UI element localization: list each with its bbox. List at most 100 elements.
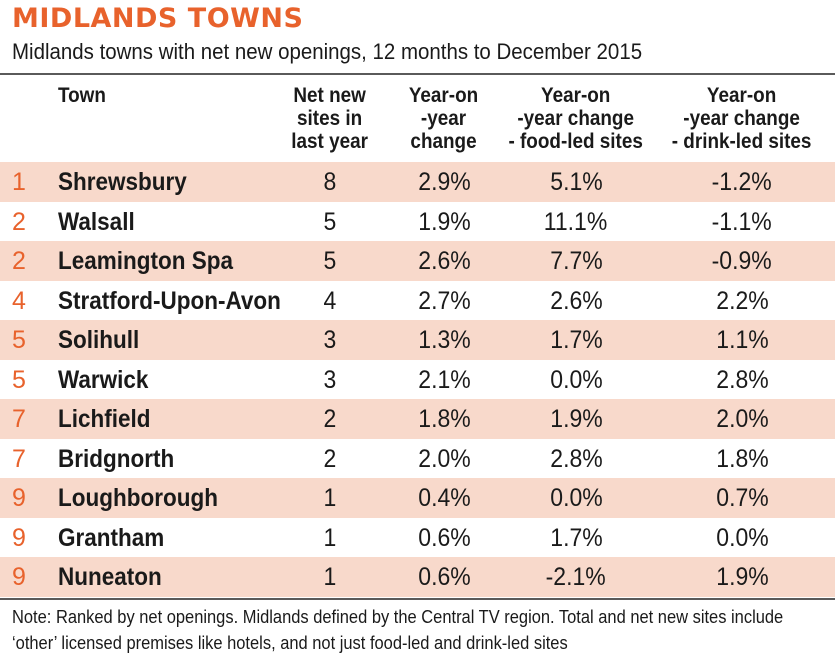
food-cell: 1.9% <box>496 399 656 439</box>
food-value: 0.0% <box>549 365 603 394</box>
food-value: 5.1% <box>549 168 603 196</box>
town-cell: Walsall <box>58 207 135 236</box>
footnote-line: ‘other’ licensed premises like hotels, a… <box>12 633 568 653</box>
table-row: 5 Solihull 3 1.3% 1.7% 1.1% <box>0 320 835 360</box>
bottom-rule <box>0 598 835 600</box>
yoy-value: 0.4% <box>417 484 471 512</box>
rank-cell: 4 <box>12 286 26 315</box>
food-value: 1.7% <box>549 523 603 552</box>
net-new-cell: 1 <box>268 518 392 558</box>
rank-cell: 7 <box>12 444 26 473</box>
food-cell: 5.1% <box>496 162 656 202</box>
food-value: 7.7% <box>549 247 603 275</box>
food-cell: 0.0% <box>496 360 656 400</box>
table-row: 9 Loughborough 1 0.4% 0.0% 0.7% <box>0 478 835 518</box>
food-value: 2.6% <box>549 286 603 315</box>
yoy-cell: 2.9% <box>392 162 496 202</box>
yoy-cell: 0.6% <box>392 557 496 597</box>
yoy-cell: 0.4% <box>392 478 496 518</box>
food-cell: 0.0% <box>496 478 656 518</box>
net-new-value: 5 <box>323 247 337 275</box>
drink-cell: 2.0% <box>656 399 828 439</box>
drink-value: 1.1% <box>715 326 769 354</box>
net-new-cell: 8 <box>268 162 392 202</box>
food-cell: 11.1% <box>496 202 656 242</box>
yoy-value: 0.6% <box>417 523 471 552</box>
town-cell: Leamington Spa <box>58 247 234 275</box>
header-line: - food-led sites <box>508 130 644 153</box>
net-new-cell: 5 <box>268 202 392 242</box>
yoy-cell: 1.3% <box>392 320 496 360</box>
drink-value: -1.1% <box>711 207 773 236</box>
table-row: 1 Shrewsbury 8 2.9% 5.1% -1.2% <box>0 162 835 202</box>
net-new-cell: 2 <box>268 399 392 439</box>
food-cell: 2.8% <box>496 439 656 479</box>
drink-value: -1.2% <box>711 168 773 196</box>
net-new-value: 2 <box>323 444 337 473</box>
table-row: 9 Grantham 1 0.6% 1.7% 0.0% <box>0 518 835 558</box>
food-value: 2.8% <box>549 444 603 473</box>
yoy-cell: 2.6% <box>392 241 496 281</box>
drink-cell: -0.9% <box>656 241 828 281</box>
table-subtitle: Midlands towns with net new openings, 12… <box>12 39 643 64</box>
table-row: 2 Walsall 5 1.9% 11.1% -1.1% <box>0 202 835 242</box>
rank-cell: 7 <box>12 405 26 433</box>
drink-cell: 2.8% <box>656 360 828 400</box>
table-title: MIDLANDS TOWNS <box>12 3 304 34</box>
rank-cell: 2 <box>12 247 26 275</box>
drink-value: 2.0% <box>715 405 769 433</box>
header-line: -year change <box>517 107 635 130</box>
rank-cell: 5 <box>12 326 26 354</box>
header-line: Year-on <box>707 84 777 107</box>
drink-cell: 0.0% <box>656 518 828 558</box>
net-new-value: 2 <box>323 405 337 433</box>
header-line: sites in <box>297 107 363 130</box>
drink-value: 2.2% <box>715 286 769 315</box>
footnote-line: Note: Ranked by net openings. Midlands d… <box>12 607 784 627</box>
net-new-cell: 1 <box>268 557 392 597</box>
yoy-value: 2.0% <box>417 444 471 473</box>
header-line: -year change <box>683 107 801 130</box>
yoy-value: 0.6% <box>417 563 471 591</box>
drink-value: 0.0% <box>715 523 769 552</box>
rank-cell: 1 <box>12 168 26 196</box>
drink-cell: -1.2% <box>656 162 828 202</box>
header-line: change <box>410 130 478 153</box>
food-cell: 7.7% <box>496 241 656 281</box>
net-new-value: 4 <box>323 286 337 315</box>
drink-cell: -1.1% <box>656 202 828 242</box>
drink-cell: 2.2% <box>656 281 828 321</box>
yoy-value: 1.8% <box>417 405 471 433</box>
rank-cell: 9 <box>12 484 26 512</box>
town-cell: Solihull <box>58 326 140 354</box>
yoy-cell: 2.7% <box>392 281 496 321</box>
table-row: 5 Warwick 3 2.1% 0.0% 2.8% <box>0 360 835 400</box>
net-new-value: 1 <box>323 523 337 552</box>
net-new-value: 1 <box>323 484 337 512</box>
rank-cell: 9 <box>12 523 26 552</box>
yoy-value: 2.1% <box>417 365 471 394</box>
food-value: 1.7% <box>549 326 603 354</box>
net-new-cell: 4 <box>268 281 392 321</box>
yoy-value: 2.9% <box>417 168 471 196</box>
town-cell: Loughborough <box>58 484 218 512</box>
header-town: Town <box>58 84 158 107</box>
town-cell: Shrewsbury <box>58 168 187 196</box>
drink-cell: 1.9% <box>656 557 828 597</box>
net-new-value: 3 <box>323 365 337 394</box>
drink-value: 1.9% <box>715 563 769 591</box>
yoy-cell: 1.8% <box>392 399 496 439</box>
food-value: 11.1% <box>544 207 608 236</box>
header-drink-led: Year-on -year change - drink-led sites <box>656 84 828 153</box>
table-row: 7 Lichfield 2 1.8% 1.9% 2.0% <box>0 399 835 439</box>
header-food-led: Year-on -year change - food-led sites <box>496 84 656 153</box>
drink-value: 2.8% <box>715 365 769 394</box>
town-cell: Warwick <box>58 365 149 394</box>
rank-cell: 9 <box>12 563 26 591</box>
net-new-cell: 3 <box>268 320 392 360</box>
drink-value: -0.9% <box>711 247 773 275</box>
net-new-cell: 5 <box>268 241 392 281</box>
town-cell: Bridgnorth <box>58 444 175 473</box>
net-new-cell: 3 <box>268 360 392 400</box>
yoy-value: 2.7% <box>417 286 471 315</box>
